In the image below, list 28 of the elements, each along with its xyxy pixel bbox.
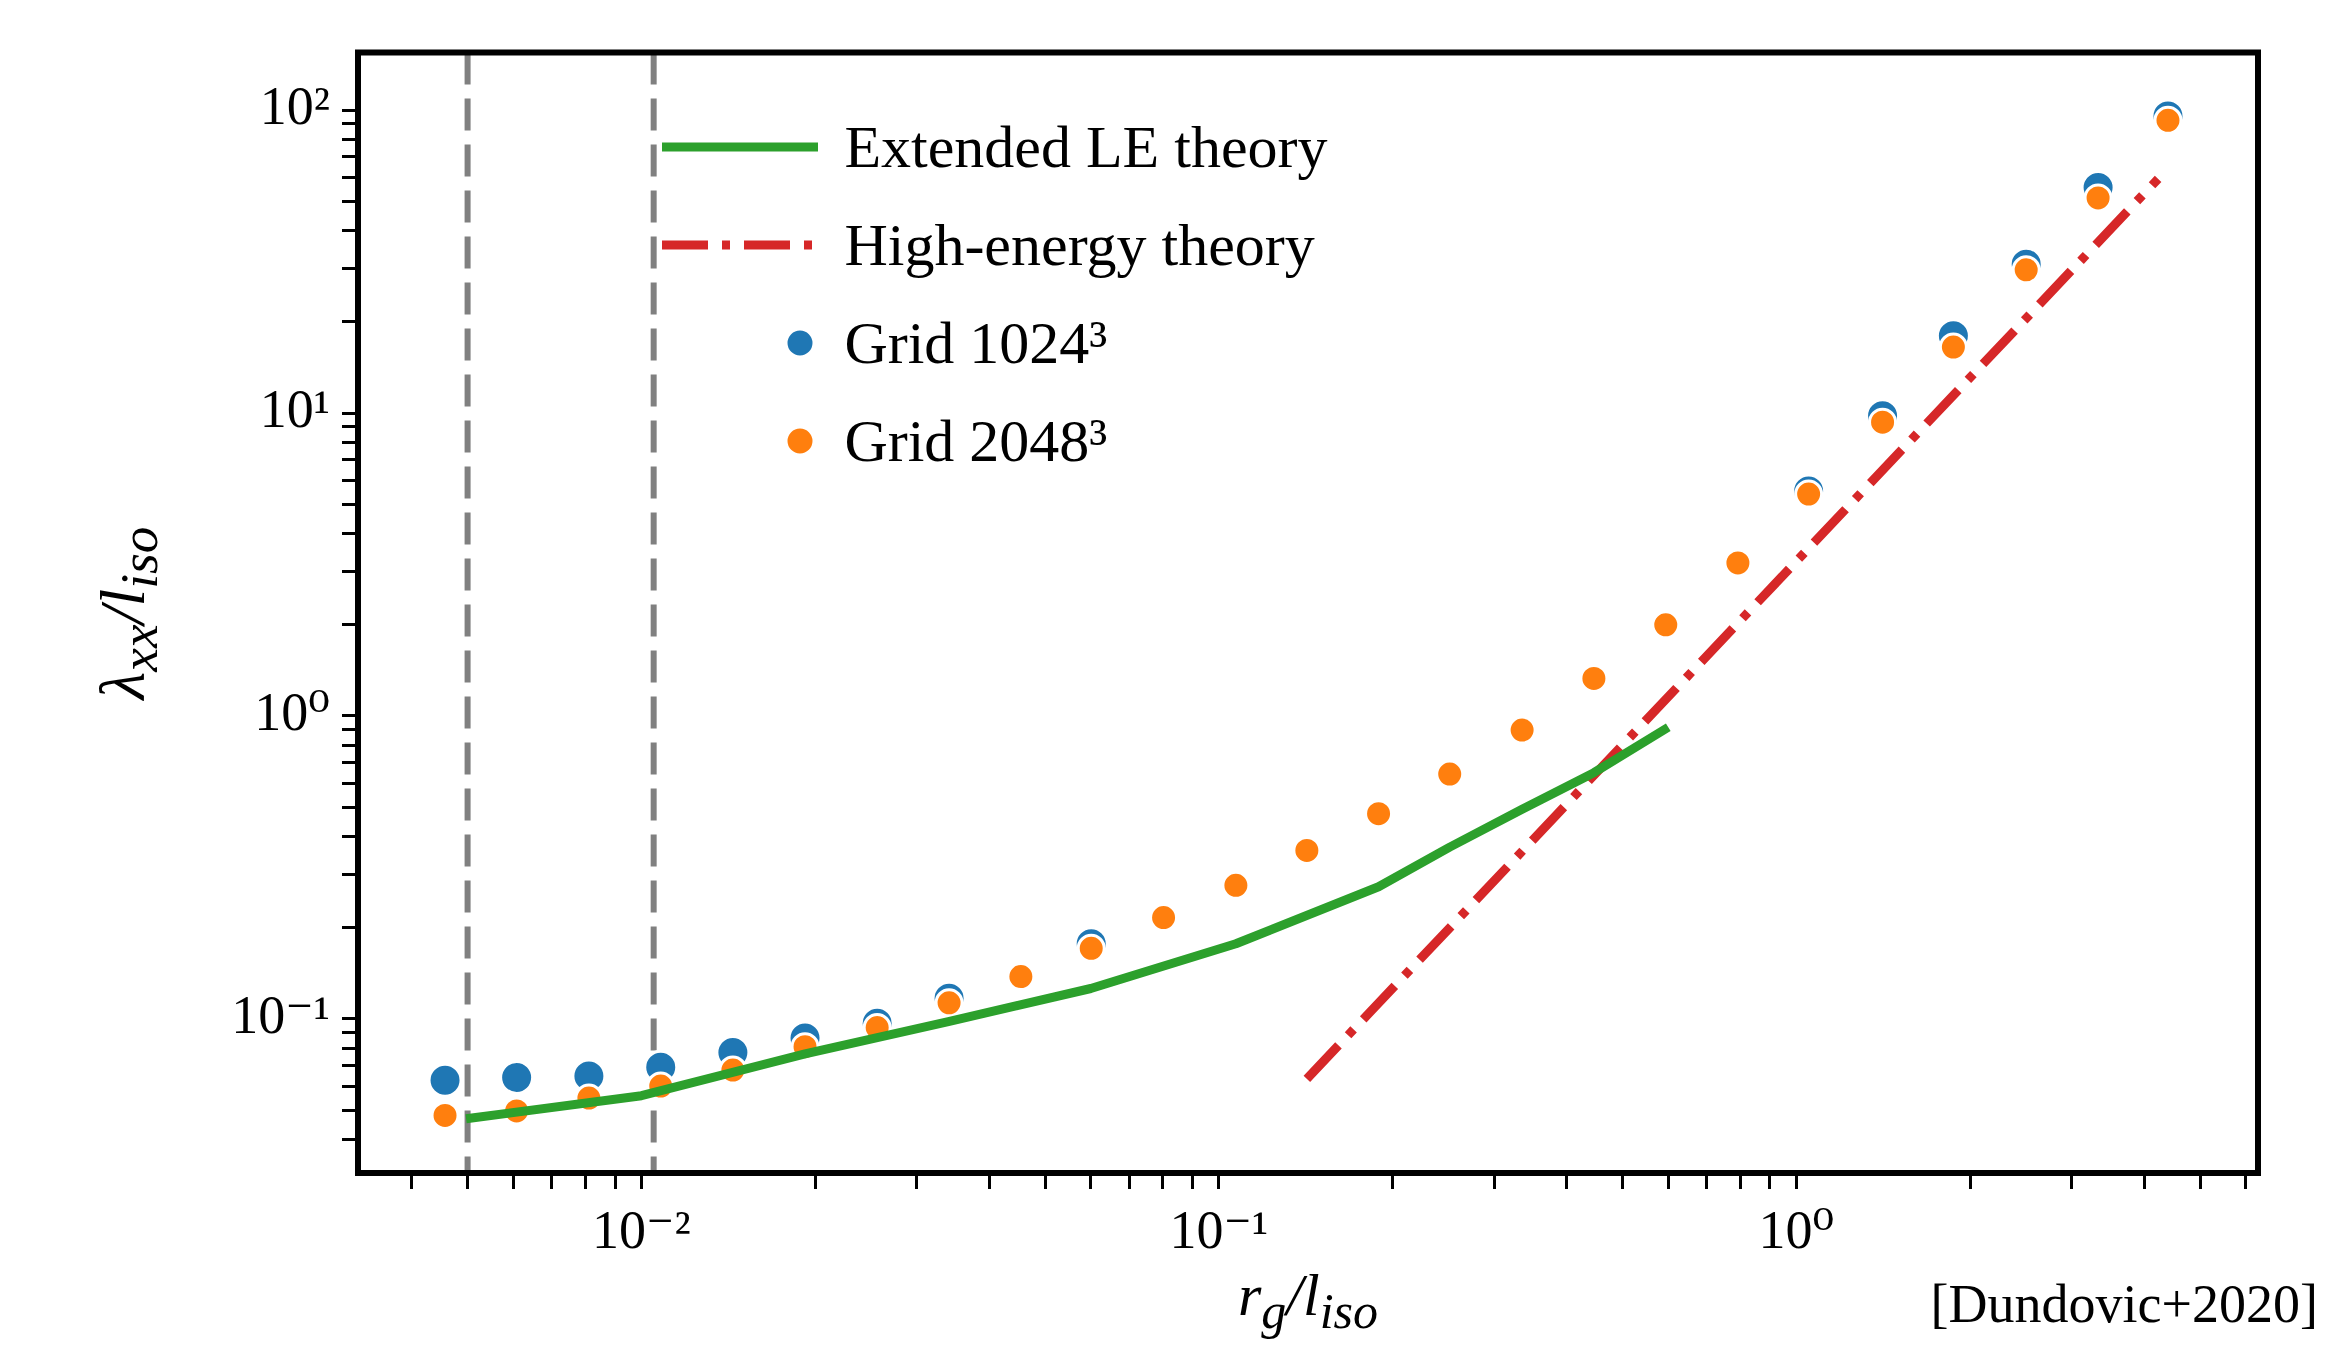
text: [Dundovic+2020] <box>1930 1273 2318 1335</box>
point <box>2011 255 2041 285</box>
x-tick-label: 10⁰ <box>1758 1199 1835 1260</box>
y-tick-label: 10¹ <box>259 379 330 440</box>
legend-label: Grid 1024³ <box>844 308 1108 378</box>
point <box>1868 407 1898 437</box>
point <box>1076 933 1106 963</box>
y-tick-label: 10⁰ <box>254 682 330 743</box>
y-tick-label: 10² <box>259 76 330 137</box>
point <box>934 988 964 1018</box>
y-tick-label: 10⁻¹ <box>231 985 330 1046</box>
legend-label: Grid 2048³ <box>844 406 1108 476</box>
x-tick-label: 10⁻² <box>592 1199 691 1260</box>
point <box>2083 183 2113 213</box>
point <box>1723 548 1753 578</box>
point <box>1794 479 1824 509</box>
point <box>1938 332 1968 362</box>
point <box>1364 799 1394 829</box>
point <box>1221 870 1251 900</box>
point <box>1507 715 1537 745</box>
x-tick-label: 10⁻¹ <box>1169 1199 1269 1260</box>
point <box>1651 610 1681 640</box>
point <box>1435 759 1465 789</box>
point <box>2153 105 2183 135</box>
point <box>427 1062 463 1098</box>
x-axis-title: r$_{g}$/l$_{iso}$ <box>1237 1261 1379 1340</box>
legend-label: High-energy theory <box>844 210 1315 280</box>
legend-label: Extended LE theory <box>844 112 1328 182</box>
